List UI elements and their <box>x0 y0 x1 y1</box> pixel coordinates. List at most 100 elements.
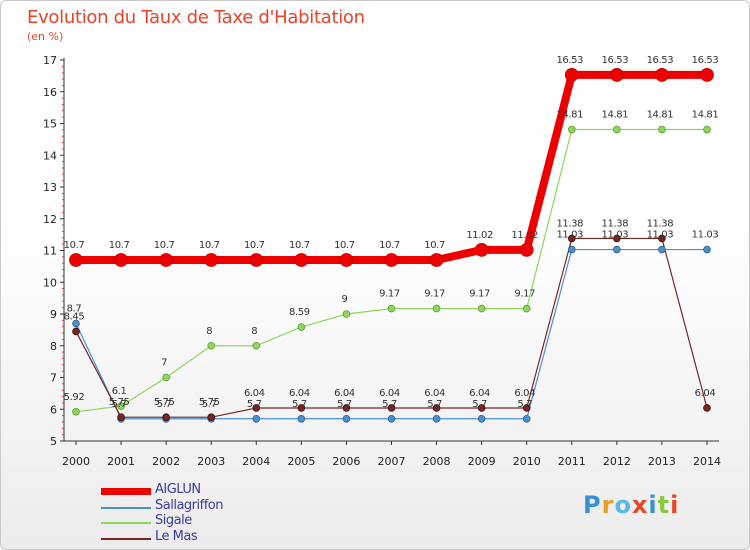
data-label-le-mas: 11.38 <box>556 218 583 229</box>
data-point-le-mas <box>703 404 711 412</box>
x-tick-label: 2005 <box>287 455 315 468</box>
data-label-sallagriffon: 5.7 <box>427 399 442 410</box>
logo-letter: t <box>657 491 671 519</box>
legend-item-sallagriffon: Sallagriffon <box>101 497 301 516</box>
data-point-aiglun <box>294 253 309 267</box>
data-label-sallagriffon: 5.7 <box>202 399 217 410</box>
data-point-sallagriffon <box>477 414 486 423</box>
legend-label-sallagriffon: Sallagriffon <box>155 497 223 513</box>
data-point-le-mas <box>567 234 576 243</box>
data-point-le-mas <box>342 404 351 412</box>
data-label-sallagriffon: 5.7 <box>157 399 172 410</box>
data-point-aiglun <box>519 242 534 257</box>
data-label-le-mas: 5.75 <box>199 397 220 408</box>
y-tick-label: 14 <box>43 149 57 162</box>
data-label-le-mas: 6.04 <box>695 388 716 399</box>
x-tick-label: 2012 <box>603 455 631 468</box>
data-label-sigale: 9 <box>341 294 347 305</box>
x-tick-label: 2013 <box>648 455 676 468</box>
data-label-aiglun: 10.7 <box>289 240 310 251</box>
data-label-le-mas: 5.75 <box>154 397 175 408</box>
data-label-le-mas: 11.38 <box>602 218 629 229</box>
y-tick-label: 15 <box>43 118 57 131</box>
legend-label-le-mas: Le Mas <box>155 528 198 544</box>
x-tick-label: 2003 <box>197 455 225 468</box>
y-tick-label: 17 <box>43 54 57 67</box>
data-label-sigale: 14.81 <box>692 110 719 121</box>
x-tick-label: 2011 <box>558 455 586 468</box>
data-point-sallagriffon <box>567 245 576 254</box>
data-label-aiglun: 10.7 <box>154 240 175 251</box>
logo-letter: r <box>601 491 615 519</box>
y-tick-label: 9 <box>50 308 57 321</box>
data-point-sigale <box>613 125 621 134</box>
data-point-aiglun <box>159 253 174 267</box>
data-label-sigale: 8 <box>206 326 212 337</box>
data-label-sigale: 9.17 <box>469 289 490 300</box>
data-point-sallagriffon <box>432 414 441 423</box>
logo-letter: x <box>631 491 649 519</box>
data-point-le-mas <box>613 234 621 243</box>
x-tick-label: 2000 <box>62 455 90 468</box>
data-label-sallagriffon: 11.03 <box>602 230 629 241</box>
data-point-le-mas <box>72 327 80 336</box>
data-point-sallagriffon <box>387 414 396 423</box>
data-label-le-mas: 6.04 <box>244 388 265 399</box>
data-point-sigale <box>567 125 576 134</box>
data-label-le-mas: 6.04 <box>469 388 490 399</box>
data-label-sigale: 5.92 <box>64 392 85 403</box>
data-label-sigale: 6.1 <box>112 386 127 397</box>
y-tick-label: 16 <box>43 86 57 99</box>
data-point-sigale <box>207 341 216 350</box>
data-label-sigale: 8 <box>251 326 257 337</box>
data-label-le-mas: 6.04 <box>379 388 400 399</box>
data-point-le-mas <box>117 413 125 421</box>
data-label-sallagriffon: 5.7 <box>472 399 487 410</box>
legend-label-sigale: Sigale <box>155 513 192 528</box>
data-label-le-mas: 6.04 <box>289 388 310 399</box>
data-point-sallagriffon <box>72 319 80 328</box>
data-point-sallagriffon <box>658 245 666 254</box>
data-point-sigale <box>432 304 441 313</box>
data-point-sigale <box>387 304 396 313</box>
legend-label-aiglun: AIGLUN <box>155 482 201 497</box>
data-point-aiglun <box>474 242 489 257</box>
data-point-sallagriffon <box>522 414 531 423</box>
data-label-aiglun: 16.53 <box>692 55 719 66</box>
data-label-aiglun: 11.02 <box>511 230 538 241</box>
data-label-le-mas: 6.04 <box>334 388 355 399</box>
y-tick-label: 7 <box>50 372 57 385</box>
data-point-le-mas <box>387 404 396 412</box>
data-point-le-mas <box>522 404 531 412</box>
data-point-sigale <box>658 125 666 134</box>
data-label-sigale: 14.81 <box>556 110 583 121</box>
proxiti-logo: Proxiti <box>583 491 679 519</box>
data-point-aiglun <box>114 253 128 267</box>
data-point-le-mas <box>297 404 306 412</box>
data-label-aiglun: 10.7 <box>379 240 400 251</box>
legend-item-sigale: Sigale <box>101 513 301 531</box>
data-label-sallagriffon: 8.7 <box>67 304 82 315</box>
data-point-aiglun <box>429 253 444 267</box>
legend-item-aiglun: AIGLUN <box>101 482 301 500</box>
data-label-sigale: 7 <box>161 358 167 369</box>
x-tick-label: 2002 <box>152 455 180 468</box>
data-label-sigale: 9.17 <box>514 289 535 300</box>
logo-letter: P <box>583 491 602 519</box>
data-label-sallagriffon: 5.7 <box>382 399 397 410</box>
data-point-le-mas <box>162 413 170 421</box>
legend-swatch-sallagriffon <box>101 506 151 509</box>
data-point-aiglun <box>655 68 669 82</box>
data-point-sigale <box>252 341 261 350</box>
logo-letter: o <box>614 491 632 519</box>
data-point-sallagriffon <box>252 414 261 423</box>
data-point-aiglun <box>609 68 624 82</box>
data-point-sallagriffon <box>703 245 711 254</box>
data-label-sallagriffon: 5.7 <box>517 399 532 410</box>
x-tick-label: 2014 <box>693 455 721 468</box>
data-point-sallagriffon <box>613 245 621 254</box>
data-point-aiglun <box>204 253 219 267</box>
legend-swatch-le-mas <box>101 537 151 540</box>
